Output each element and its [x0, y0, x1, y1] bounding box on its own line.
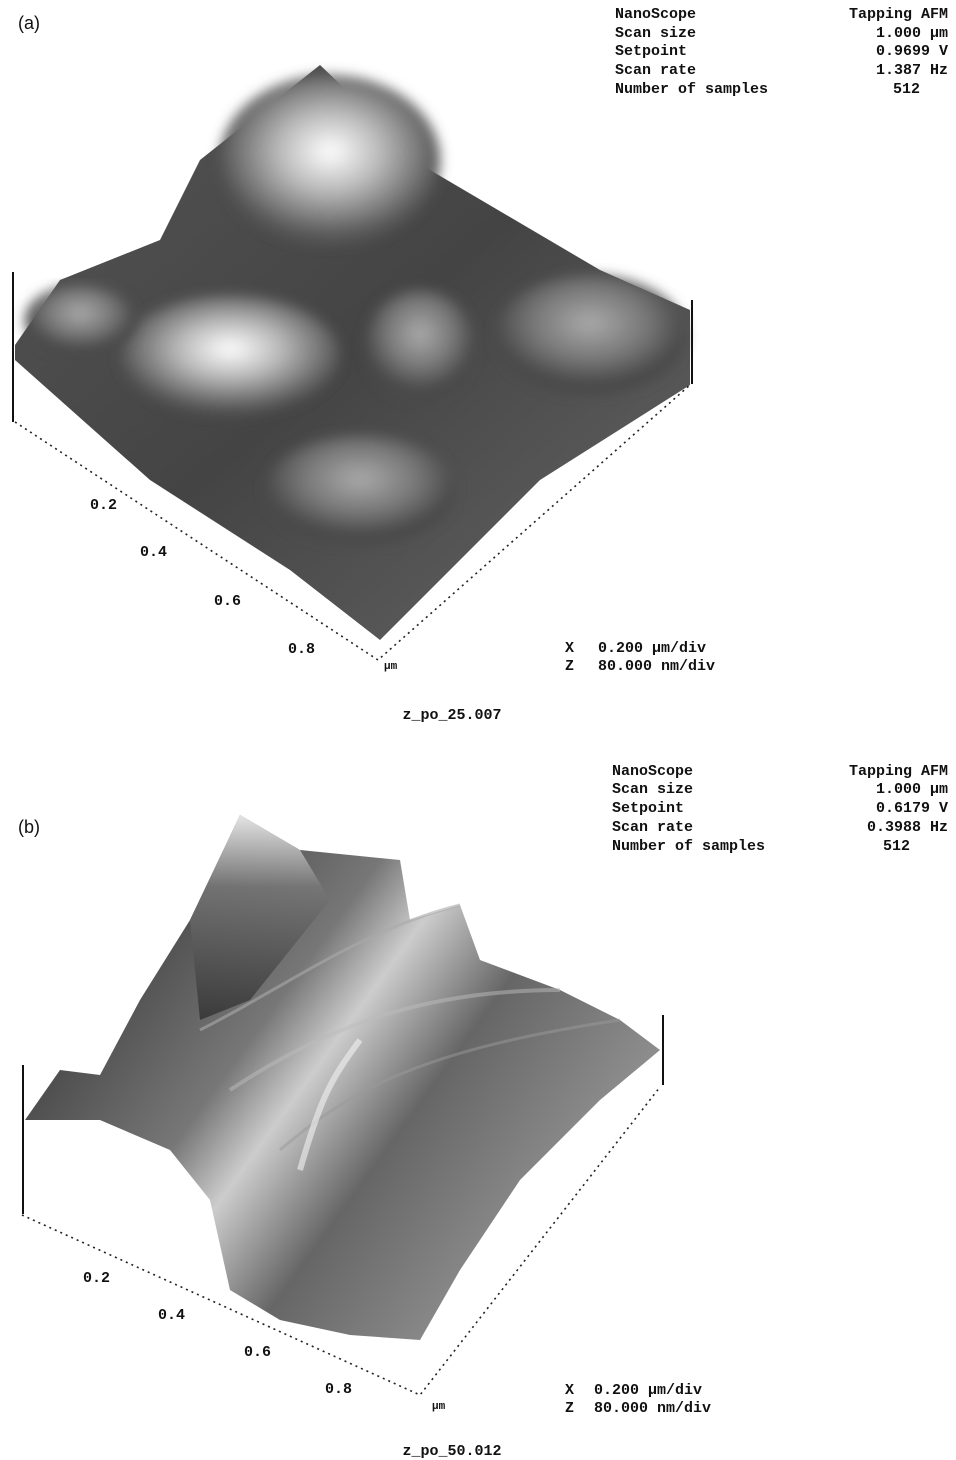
surface-a	[15, 65, 690, 640]
axis-unit: µm	[432, 1401, 446, 1413]
info-key: NanoScope	[615, 6, 696, 23]
axis-tick-label: 0.2	[83, 1270, 110, 1287]
info-key: NanoScope	[612, 763, 693, 780]
info-key: Scan size	[615, 25, 696, 42]
axis-tick-label: 0.8	[325, 1381, 352, 1398]
scale-axis: X	[565, 1382, 574, 1399]
filename: z_po_50.012	[402, 1443, 501, 1460]
info-key: Setpoint	[615, 43, 687, 60]
scale-value: 0.200 µm/div	[598, 640, 706, 657]
axis-tick-label: 0.4	[158, 1307, 185, 1324]
axis-tick-label: 0.6	[244, 1344, 271, 1361]
info-value: 1.000 µm	[876, 781, 948, 798]
info-value: Tapping AFM	[849, 6, 948, 23]
scale-axis: Z	[565, 1400, 574, 1417]
scale-value: 80.000 nm/div	[594, 1400, 711, 1417]
panel-label: (a)	[18, 13, 40, 33]
figure: (a) NanoScope Tapping AFM Scan size 1.00…	[0, 0, 956, 1460]
scale-value: 0.200 µm/div	[594, 1382, 702, 1399]
scale-axis: Z	[565, 658, 574, 675]
scale-value: 80.000 nm/div	[598, 658, 715, 675]
info-key: Number of samples	[615, 81, 768, 98]
axis-tick-label: 0.8	[288, 641, 315, 658]
panel-a: (a) NanoScope Tapping AFM Scan size 1.00…	[13, 6, 948, 724]
axis-unit: µm	[384, 661, 398, 673]
panel-b: (b) NanoScope Tapping AFM Scan size 1.00…	[18, 763, 948, 1460]
axis-tick-label: 0.2	[90, 497, 117, 514]
info-value: Tapping AFM	[849, 763, 948, 780]
info-value: 1.387 Hz	[876, 62, 948, 79]
panel-label: (b)	[18, 817, 40, 837]
scale-axis: X	[565, 640, 574, 657]
info-value: 1.000 µm	[876, 25, 948, 42]
axis-tick-label: 0.6	[214, 593, 241, 610]
surface-b	[25, 815, 660, 1340]
filename: z_po_25.007	[402, 707, 501, 724]
axis-tick-label: 0.4	[140, 544, 167, 561]
info-key: Scan rate	[612, 819, 693, 836]
info-key: Scan rate	[615, 62, 696, 79]
info-value: 0.9699 V	[876, 43, 948, 60]
info-value: 512	[883, 838, 910, 855]
info-value: 0.3988 Hz	[867, 819, 948, 836]
info-value: 512	[893, 81, 920, 98]
info-key: Scan size	[612, 781, 693, 798]
info-key: Number of samples	[612, 838, 765, 855]
info-value: 0.6179 V	[876, 800, 948, 817]
info-key: Setpoint	[612, 800, 684, 817]
